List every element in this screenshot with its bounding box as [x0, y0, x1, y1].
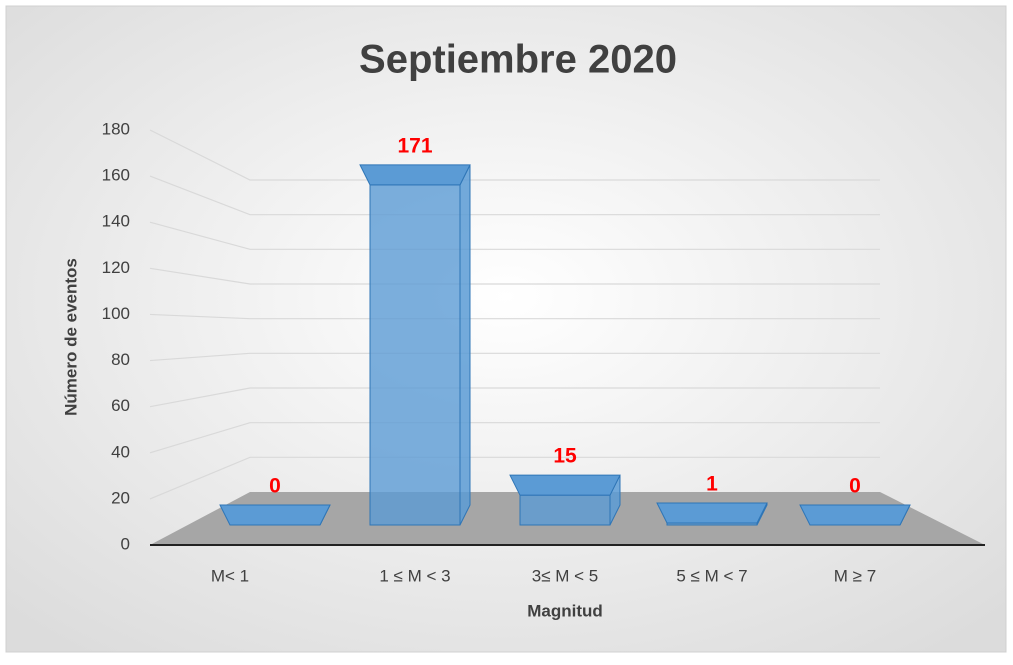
data-label: 171 — [397, 134, 432, 157]
x-tick-label: M< 1 — [211, 566, 249, 585]
y-tick-label: 160 — [102, 166, 130, 185]
data-label: 0 — [269, 475, 281, 498]
y-tick-label: 100 — [102, 304, 130, 323]
y-axis-title: Número de eventos — [61, 258, 80, 416]
grid-line — [149, 352, 880, 362]
data-label: 1 — [706, 473, 718, 496]
bar — [369, 184, 461, 526]
chart-background — [5, 5, 1007, 653]
grid-line — [149, 313, 880, 320]
data-label: 15 — [553, 445, 577, 468]
chart-title: Septiembre 2020 — [359, 38, 677, 82]
grid-line — [149, 221, 880, 250]
grid-line — [149, 456, 880, 500]
x-tick-label: 3≤ M < 5 — [532, 566, 599, 585]
y-tick-label: 80 — [111, 350, 130, 369]
x-tick-label: 5 ≤ M < 7 — [676, 566, 747, 585]
y-tick-label: 0 — [121, 534, 130, 553]
bar-top — [656, 502, 768, 524]
bar-top — [219, 504, 331, 526]
y-tick-label: 40 — [111, 442, 130, 461]
data-label: 0 — [849, 475, 861, 498]
x-tick-label: M ≥ 7 — [834, 566, 876, 585]
x-tick-label: 1 ≤ M < 3 — [379, 566, 450, 585]
grid-line — [149, 267, 880, 285]
x-axis-title: Magnitud — [527, 601, 603, 620]
y-tick-label: 180 — [102, 119, 130, 138]
grid-line — [149, 129, 880, 181]
grid-line — [149, 387, 880, 408]
grid-line — [149, 175, 880, 216]
y-tick-label: 140 — [102, 212, 130, 231]
bar-top — [509, 474, 621, 496]
y-tick-label: 60 — [111, 396, 130, 415]
y-tick-label: 20 — [111, 488, 130, 507]
grid-line — [149, 422, 880, 454]
bar-top — [359, 164, 471, 186]
bar-side — [459, 164, 471, 526]
bar — [519, 494, 611, 526]
y-tick-label: 120 — [102, 258, 130, 277]
bar-top — [799, 504, 911, 526]
